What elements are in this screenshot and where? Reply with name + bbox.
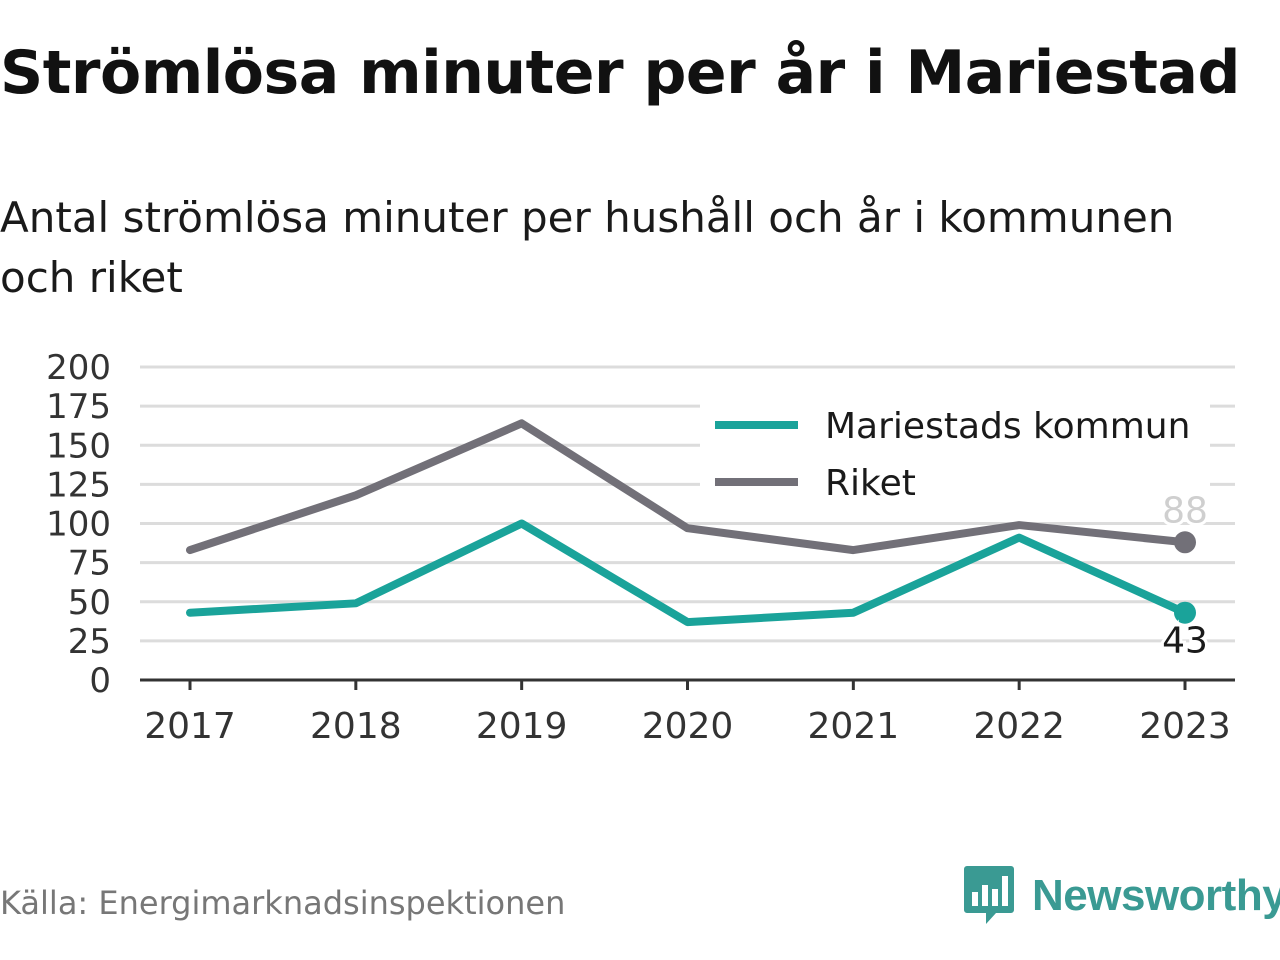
x-tick-label: 2023 (1139, 706, 1231, 747)
series-line-riket (186, 419, 1189, 555)
x-tick-label: 2022 (973, 706, 1065, 747)
x-tick-label: 2017 (144, 706, 236, 747)
legend: Mariestads kommun Riket (700, 400, 1210, 510)
y-tick-label: 25 (68, 622, 111, 662)
series-lines: 88 43 (186, 419, 1211, 665)
x-tick-label: 2021 (808, 706, 900, 747)
legend-label-mariestad: Mariestads kommun (825, 406, 1190, 447)
newsworthy-logo: Newsworthy (964, 866, 1280, 926)
y-tick-label: 100 (46, 505, 111, 545)
x-axis: 2017 2018 2019 2020 2021 2022 2023 (140, 678, 1235, 747)
y-tick-label: 200 (46, 348, 111, 388)
end-label-mariestad: 43 (1162, 621, 1208, 662)
y-tick-label: 175 (46, 387, 111, 427)
end-point-riket (1174, 531, 1196, 554)
end-label-riket: 88 (1162, 490, 1208, 531)
legend-background (700, 400, 1210, 510)
x-tick-label: 2018 (310, 706, 402, 747)
y-tick-label: 150 (46, 426, 111, 466)
newsworthy-logo-icon (964, 866, 1014, 924)
legend-label-riket: Riket (825, 463, 916, 504)
chart-title: Strömlösa minuter per år i Mariestad (0, 38, 1240, 108)
end-point-mariestad (1174, 601, 1196, 624)
brand-name: Newsworthy (1032, 871, 1280, 920)
x-tick-label: 2020 (642, 706, 734, 747)
chart-subtitle: Antal strömlösa minuter per hushåll och … (0, 193, 1175, 302)
series-line-mariestad (186, 519, 1189, 627)
source-note: Källa: Energimarknadsinspektionen (0, 884, 566, 922)
x-tick-label: 2019 (476, 706, 568, 747)
y-tick-label: 0 (89, 661, 111, 701)
y-tick-label: 50 (68, 583, 111, 623)
y-tick-label: 75 (68, 544, 111, 584)
y-tick-label: 125 (46, 465, 111, 505)
